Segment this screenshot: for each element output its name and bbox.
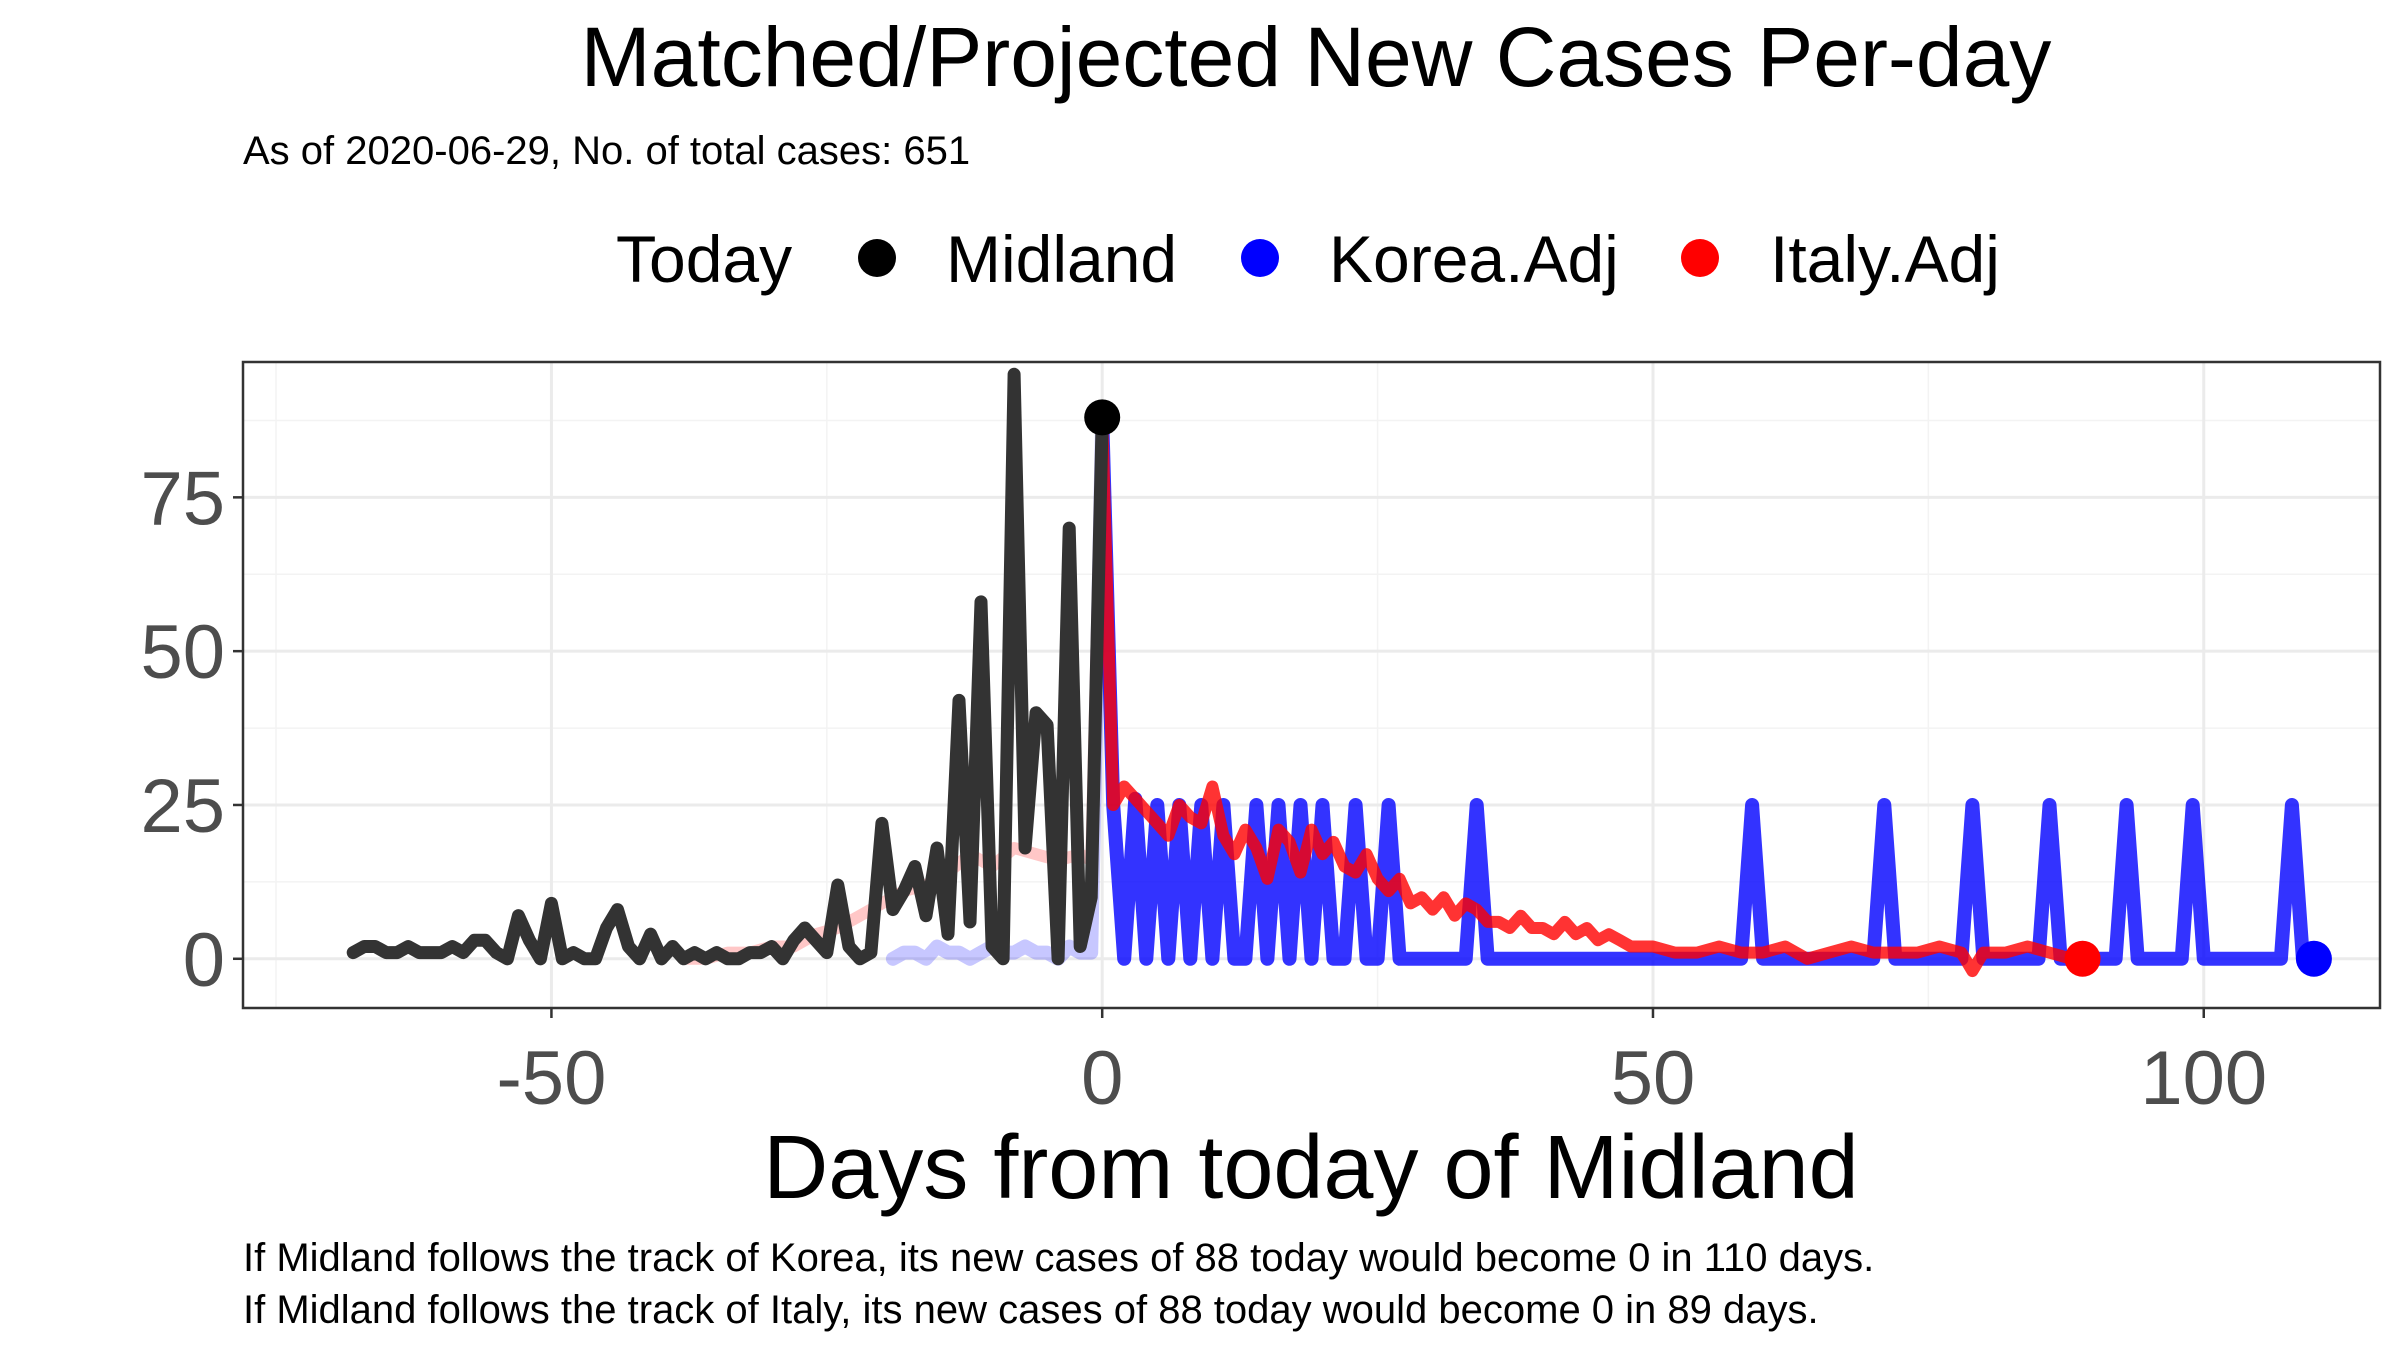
legend-key-italy (1681, 239, 1719, 277)
y-tick-label: 75 (140, 456, 225, 541)
legend-label-italy: Italy.Adj (1770, 222, 2000, 296)
legend-label-korea: Korea.Adj (1329, 222, 1619, 296)
legend-key-midland (858, 239, 896, 277)
series-line-italy-adj-projected (1096, 411, 2089, 978)
y-axis: 0 25 50 75 (140, 456, 243, 1003)
today-marker-korea-adj (2295, 940, 2332, 977)
x-axis-label: Days from today of Midland (763, 1118, 1858, 1218)
x-tick-label: 50 (1611, 1036, 1696, 1121)
legend-label-midland: Midland (946, 222, 1177, 296)
legend-key-korea (1241, 239, 1279, 277)
x-tick-label: 100 (2140, 1036, 2267, 1121)
y-tick-label: 50 (140, 610, 225, 695)
today-marker-italy-adj (2064, 940, 2101, 977)
caption-line-korea: If Midland follows the track of Korea, i… (243, 1236, 1874, 1280)
x-axis: -50 0 50 100 (497, 1008, 2267, 1121)
y-tick-label: 25 (140, 764, 225, 849)
chart-title: Matched/Projected New Cases Per-day (581, 10, 2052, 104)
x-tick-label: 0 (1081, 1036, 1123, 1121)
legend: Today Midland Korea.Adj Italy.Adj (616, 222, 2000, 296)
y-tick-label: 0 (183, 918, 225, 1003)
series-line-midland (346, 367, 1109, 966)
plot-border (241, 360, 2382, 1010)
x-tick-label: -50 (497, 1036, 607, 1121)
today-marker-midland (1084, 399, 1121, 436)
chart-subtitle: As of 2020-06-29, No. of total cases: 65… (243, 129, 970, 173)
caption-line-italy: If Midland follows the track of Italy, i… (243, 1288, 1819, 1332)
legend-title: Today (616, 222, 792, 296)
plot-series (346, 367, 2321, 978)
today-markers (1084, 399, 2332, 977)
